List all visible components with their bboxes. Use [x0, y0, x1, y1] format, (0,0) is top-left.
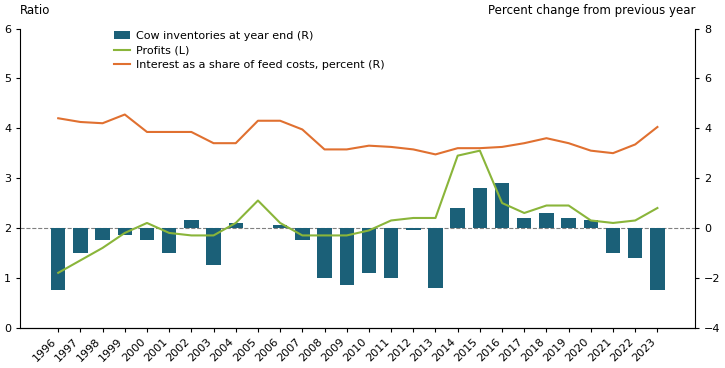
Bar [318, 228, 332, 278]
Text: Ratio: Ratio [20, 4, 50, 17]
Bar [606, 228, 621, 253]
Bar [362, 228, 376, 273]
Bar [73, 228, 88, 253]
Bar [207, 228, 221, 265]
Bar [273, 226, 287, 228]
Bar [339, 228, 354, 285]
Bar [561, 218, 576, 228]
Bar [517, 218, 531, 228]
Bar [428, 228, 443, 288]
Text: Percent change from previous year: Percent change from previous year [489, 4, 696, 17]
Bar [473, 188, 487, 228]
Legend: Cow inventories at year end (R), Profits (L), Interest as a share of feed costs,: Cow inventories at year end (R), Profits… [114, 31, 384, 70]
Bar [650, 228, 665, 290]
Bar [384, 228, 398, 278]
Bar [184, 220, 199, 228]
Bar [584, 220, 598, 228]
Bar [140, 228, 154, 240]
Bar [117, 228, 132, 236]
Bar [96, 228, 109, 240]
Bar [228, 223, 243, 228]
Bar [295, 228, 310, 240]
Bar [628, 228, 642, 258]
Bar [51, 228, 65, 290]
Bar [495, 183, 509, 228]
Bar [406, 228, 420, 230]
Bar [539, 213, 554, 228]
Bar [450, 208, 465, 228]
Bar [162, 228, 176, 253]
